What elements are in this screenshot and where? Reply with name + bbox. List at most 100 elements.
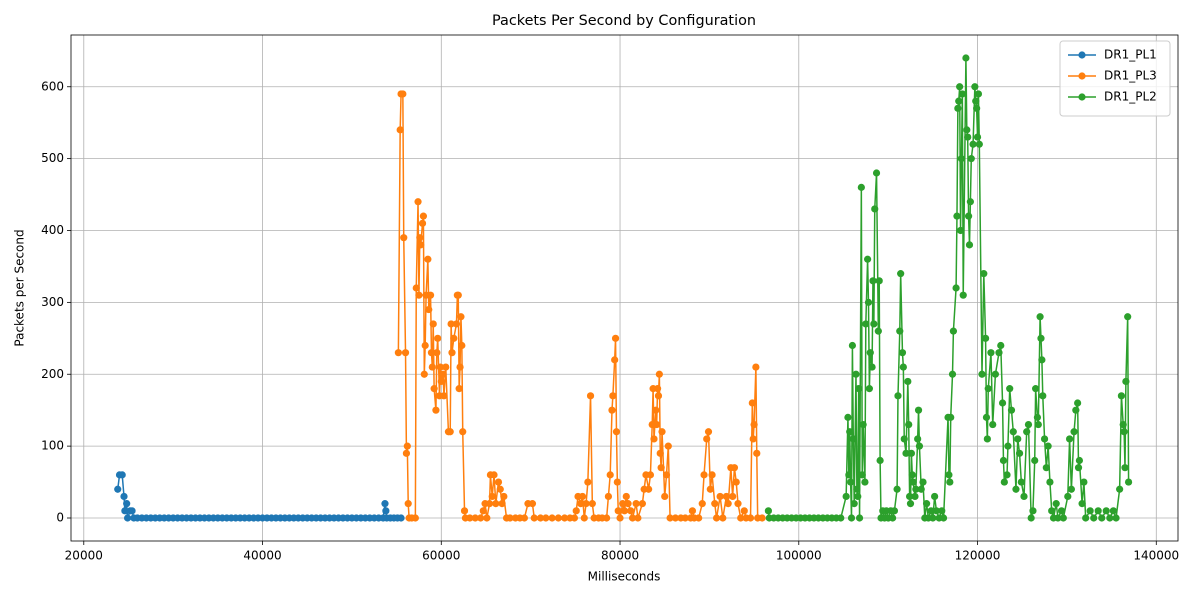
data-point [490,471,498,479]
data-point [1072,406,1080,414]
data-point [729,492,737,501]
data-point [401,349,410,357]
data-point [847,514,856,522]
data-point [999,456,1008,465]
data-point [661,492,669,501]
data-point [858,471,866,479]
data-point [732,478,740,486]
data-point [875,277,883,285]
data-point [852,370,860,378]
data-point [700,471,708,479]
data-point [909,478,917,486]
data-point [586,392,595,400]
data-point [1044,442,1052,450]
data-point [662,471,671,479]
data-point [536,514,545,522]
data-point [460,507,469,515]
data-point [967,155,975,163]
data-point [628,514,637,522]
data-point [862,320,870,328]
data-point [847,478,855,486]
data-point [437,377,445,386]
data-point [981,334,990,342]
data-point [984,385,992,393]
data-point [632,500,640,508]
data-point [1034,420,1042,429]
data-point [613,478,621,486]
data-point [1057,507,1066,515]
data-point [612,428,621,436]
data-point [846,428,854,436]
data-point [1031,456,1039,465]
data-point [1038,356,1046,364]
data-point [1082,514,1090,522]
data-point [123,514,132,522]
y-tick-label: 400 [41,223,64,237]
data-point [1119,420,1127,429]
data-point [870,320,878,328]
data-point [1059,514,1067,522]
data-point [634,514,642,522]
data-point [957,155,966,163]
data-point [530,514,538,522]
data-point [428,363,436,371]
data-point [427,349,436,357]
data-point [1012,485,1020,493]
data-point [452,320,461,328]
data-point [1048,507,1056,515]
data-point [902,449,910,457]
data-point [855,385,863,393]
data-point [737,514,745,522]
data-point [421,341,429,350]
data-point [456,363,464,371]
data-point [764,507,772,515]
data-point [1067,485,1075,493]
data-point [973,104,981,112]
data-point [959,291,967,299]
data-point [400,234,408,242]
data-point [580,514,588,522]
data-point [1014,435,1022,443]
data-point [861,478,869,486]
data-point [1065,435,1074,443]
data-point [919,478,927,486]
y-tick-label: 500 [41,151,64,165]
legend: DR1_PL1 DR1_PL3 DR1_PL2 [1059,40,1171,117]
data-point [914,435,922,443]
data-point [964,212,973,220]
data-point [864,255,872,263]
data-point [1017,478,1025,486]
data-point [995,349,1003,357]
y-axis-label: Packets per Second [13,229,27,346]
data-point [734,500,742,508]
data-point [403,442,411,450]
axes: 20000 40000 60000 80000 100000 120000 140000 0 1… [41,79,1179,562]
data-point [652,406,660,414]
data-point [850,500,858,508]
data-point [1052,500,1060,508]
legend-label: DR1_PL2 [1104,90,1157,104]
data-point [611,334,620,342]
data-point [971,83,979,91]
data-point [416,234,424,242]
data-point [746,514,755,522]
data-point [440,392,448,400]
data-point [1074,464,1083,472]
data-point [855,514,864,522]
y-tick-label: 600 [41,79,64,93]
data-point [498,500,506,508]
data-point [730,464,739,472]
data-point [681,514,689,522]
data-point [962,54,970,62]
data-point [1116,485,1124,493]
data-point [706,485,714,493]
data-point [471,514,479,522]
data-point [646,471,655,479]
x-tick-label: 140000 [1133,549,1179,563]
data-point [418,219,427,227]
data-point [889,514,897,522]
data-point [588,500,596,508]
data-point [748,399,756,407]
data-point [609,392,617,400]
